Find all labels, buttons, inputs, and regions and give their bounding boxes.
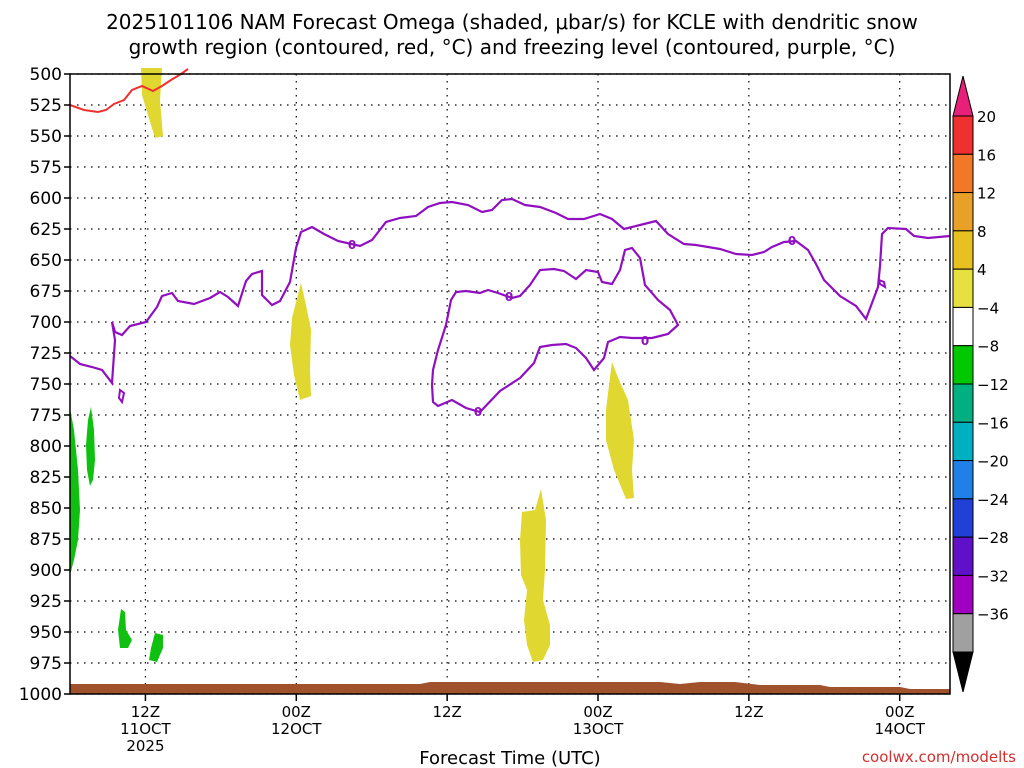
- x-axis-title: Forecast Time (UTC): [419, 748, 600, 768]
- x-tick-label: 2025: [126, 737, 164, 755]
- colorbar-label: −32: [977, 567, 1009, 585]
- colorbar-label: −24: [977, 491, 1009, 509]
- colorbar-label: 12: [977, 185, 996, 203]
- colorbar-segment: [952, 460, 974, 500]
- y-tick-label: 550: [30, 127, 62, 147]
- colorbar-segment: [952, 574, 974, 615]
- x-tick-label: 12Z: [432, 703, 461, 721]
- x-tick-label: 00Z: [583, 703, 612, 721]
- colorbar-segment: [952, 498, 974, 538]
- freezing-contour-label: 0: [641, 334, 649, 348]
- freezing-level-small-loop-2: [877, 278, 887, 290]
- positive-omega-area-3: [606, 362, 634, 499]
- y-tick-label: 625: [30, 220, 62, 240]
- y-tick-label: 850: [30, 499, 62, 519]
- x-tick-label: 12Z: [734, 703, 763, 721]
- y-tick-label: 525: [30, 96, 62, 116]
- colorbar-label: −36: [977, 606, 1009, 624]
- colorbar-label: −20: [977, 453, 1009, 471]
- colorbar-segment: [952, 230, 974, 270]
- y-tick-label: 775: [30, 406, 62, 426]
- y-tick-label: 875: [30, 530, 62, 550]
- y-tick-label: 925: [30, 592, 62, 612]
- negative-omega-area-1: [70, 408, 80, 575]
- colorbar-segment: [952, 268, 974, 308]
- y-tick-label: 1000: [19, 685, 62, 705]
- colorbar-label: −28: [977, 529, 1009, 547]
- freezing-level-small-loop: [117, 388, 126, 405]
- x-tick-label: 00Z: [885, 703, 914, 721]
- chart-title-line1: 2025101106 NAM Forecast Omega (shaded, μ…: [106, 10, 918, 34]
- y-tick-label: 575: [30, 158, 62, 178]
- y-tick-label: 675: [30, 282, 62, 302]
- y-tick-label: 950: [30, 623, 62, 643]
- freezing-contour-label: 0: [788, 234, 796, 248]
- colorbar-segment: [952, 613, 974, 653]
- colorbar: 20 16 12 8 4 −4 −8 −12 −16 −20 −24 −28 −32 −36: [952, 75, 1009, 693]
- credit-text: coolwx.com/modelts: [862, 748, 1016, 766]
- colorbar-segment: [952, 421, 974, 462]
- x-tick-label: 13OCT: [573, 720, 624, 738]
- freezing-contour-label: 0: [474, 405, 482, 419]
- ground-surface-area: [70, 682, 950, 694]
- colorbar-label: 4: [977, 261, 987, 279]
- x-tick-label: 12Z: [131, 703, 160, 721]
- negative-omega-area-2: [86, 407, 95, 486]
- x-tick-label: 11OCT: [120, 720, 171, 738]
- y-tick-label: 900: [30, 561, 62, 581]
- positive-omega-area-4: [520, 489, 550, 662]
- x-tick-label: 00Z: [282, 703, 311, 721]
- chart-title-line2: growth region (contoured, red, °C) and f…: [129, 35, 896, 59]
- y-tick-label: 600: [30, 189, 62, 209]
- positive-omega-area-2: [290, 283, 311, 400]
- negative-omega-area-4: [149, 633, 163, 662]
- colorbar-segment: [952, 345, 974, 385]
- negative-omega-area-3: [118, 609, 132, 648]
- freezing-contour-label: 0: [505, 290, 513, 304]
- colorbar-segment: [952, 192, 974, 232]
- colorbar-label: −16: [977, 414, 1009, 432]
- freezing-level-main: [69, 197, 951, 386]
- y-tick-label: 650: [30, 251, 62, 271]
- colorbar-segment: [952, 115, 974, 155]
- colorbar-segment: [952, 306, 974, 347]
- colorbar-label: −4: [977, 299, 999, 317]
- y-tick-label: 975: [30, 654, 62, 674]
- colorbar-segment: [952, 536, 974, 576]
- positive-omega-area-1: [141, 68, 163, 138]
- colorbar-bottom-arrow: [952, 651, 974, 693]
- y-tick-label: 500: [30, 65, 62, 85]
- dendritic-contour: [69, 68, 189, 114]
- colorbar-segment: [952, 153, 974, 194]
- y-tick-label: 825: [30, 468, 62, 488]
- colorbar-label: −12: [977, 376, 1009, 394]
- y-tick-label: 800: [30, 437, 62, 457]
- y-tick-label: 750: [30, 375, 62, 395]
- colorbar-segment: [952, 383, 974, 423]
- freezing-level-inner-loop: [430, 246, 680, 414]
- x-tick-label: 14OCT: [874, 720, 925, 738]
- x-tick-label: 12OCT: [271, 720, 322, 738]
- y-axis: 500 525 550 575 600 625 650 675 700 725 750 775 800 8…: [19, 65, 70, 705]
- colorbar-label: 8: [977, 223, 987, 241]
- colorbar-label: −8: [977, 338, 999, 356]
- freezing-contour-label: 0: [348, 238, 356, 252]
- y-tick-label: 725: [30, 344, 62, 364]
- plot-area: 0 0 0 0 0 0: [69, 68, 951, 695]
- colorbar-label: 16: [977, 146, 996, 164]
- y-tick-label: 700: [30, 313, 62, 333]
- colorbar-label: 20: [977, 108, 996, 126]
- colorbar-top-arrow: [952, 75, 974, 117]
